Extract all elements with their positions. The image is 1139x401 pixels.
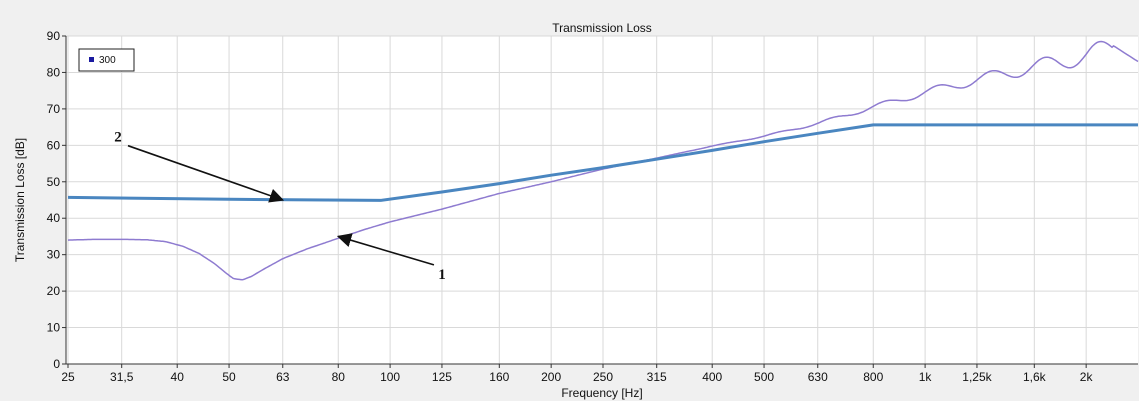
y-tick-label: 40: [47, 211, 61, 225]
x-tick-label: 630: [808, 370, 828, 384]
x-tick-label: 160: [489, 370, 509, 384]
legend: 300: [78, 48, 135, 72]
legend-box: [78, 48, 135, 72]
x-tick-label: 800: [863, 370, 883, 384]
x-tick-label: 1k: [919, 370, 933, 384]
x-tick-label: 250: [593, 370, 613, 384]
y-tick-label: 30: [47, 248, 61, 262]
x-tick-labels: 25 31,5 40 50 63 80 100 125 160 200 250 315 400 500 63…: [61, 364, 1093, 384]
y-tick-label: 10: [47, 321, 61, 335]
y-tick-label: 70: [47, 102, 61, 116]
callout-arrow-2: [127, 144, 285, 203]
x-tick-label: 31,5: [110, 370, 134, 384]
y-tick-label: 60: [47, 138, 61, 152]
y-tick-label: 90: [47, 29, 61, 43]
x-axis-title: Frequency [Hz]: [561, 386, 642, 400]
x-tick-label: 1,25k: [962, 370, 992, 384]
x-tick-label: 500: [754, 370, 774, 384]
legend-label: 300: [99, 55, 116, 66]
callout-arrow-1: [336, 233, 435, 266]
x-tick-label: 40: [171, 370, 185, 384]
x-tick-label: 315: [647, 370, 667, 384]
x-tick-label: 25: [61, 370, 75, 384]
x-tick-label: 80: [332, 370, 346, 384]
chart-title: Transmission Loss: [552, 21, 652, 35]
x-tick-label: 100: [380, 370, 400, 384]
x-tick-label: 200: [541, 370, 561, 384]
x-tick-label: 50: [222, 370, 236, 384]
y-tick-label: 50: [47, 175, 61, 189]
y-tick-label: 0: [53, 357, 60, 371]
x-tick-label: 2k: [1080, 370, 1094, 384]
x-tick-label: 63: [276, 370, 290, 384]
x-tick-label: 125: [432, 370, 452, 384]
series-layer: [67, 40, 1139, 281]
grid: [66, 35, 1138, 364]
legend-swatch: [89, 57, 94, 62]
series-2-line: [67, 123, 1138, 202]
x-tick-label: 1,6k: [1023, 370, 1047, 384]
y-tick-label: 80: [47, 65, 61, 79]
x-tick-label: 400: [702, 370, 722, 384]
y-axis-title: Transmission Loss [dB]: [13, 138, 27, 262]
y-tick-label: 20: [47, 284, 61, 298]
callout-label-1: 1: [438, 267, 446, 283]
y-tick-labels: 0 10 20 30 40 50 60 70 80 90: [47, 29, 66, 371]
callout-label-2: 2: [114, 130, 122, 146]
annotations: 12: [114, 130, 445, 283]
